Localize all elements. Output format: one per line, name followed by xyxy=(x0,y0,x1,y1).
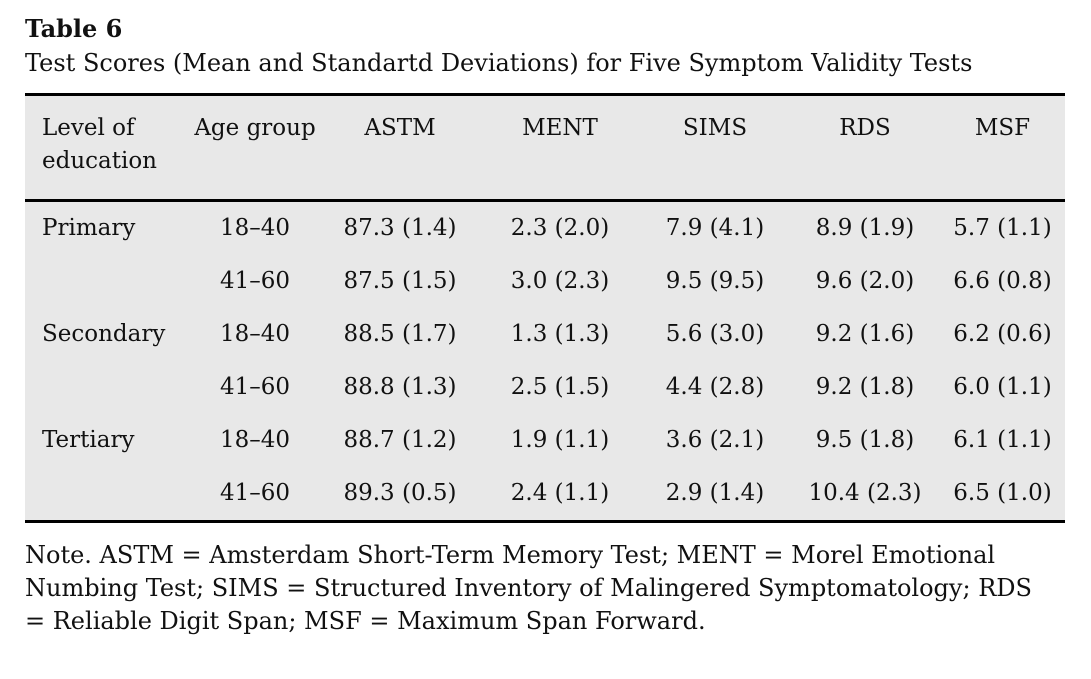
cell-age-group: 41–60 xyxy=(219,480,291,507)
cell-msf: 6.1 (1.1) xyxy=(953,427,1052,454)
table-body: Primary 18–40 87.3 (1.4) 2.3 (2.0) 7.9 (… xyxy=(25,200,1065,521)
cell-sims: 5.6 (3.0) xyxy=(665,321,765,348)
column-header-ment: MENT xyxy=(522,115,598,141)
cell-education: Secondary xyxy=(42,321,166,348)
cell-astm: 89.3 (0.5) xyxy=(343,480,457,507)
cell-rds: 9.2 (1.6) xyxy=(815,321,915,348)
table-row: 41–60 87.5 (1.5) 3.0 (2.3) 9.5 (9.5) 9.6… xyxy=(25,255,1065,308)
table-row: 41–60 89.3 (0.5) 2.4 (1.1) 2.9 (1.4) 10.… xyxy=(25,467,1065,522)
cell-education: Tertiary xyxy=(42,427,135,454)
cell-ment: 3.0 (2.3) xyxy=(510,268,610,295)
table-row: Tertiary 18–40 88.7 (1.2) 1.9 (1.1) 3.6 … xyxy=(25,414,1065,467)
table-header: Level of education Age group ASTM MENT S… xyxy=(25,95,1065,201)
cell-astm: 87.3 (1.4) xyxy=(343,215,457,242)
cell-age-group: 41–60 xyxy=(219,268,291,295)
cell-ment: 2.4 (1.1) xyxy=(510,480,610,507)
column-header-sims: SIMS xyxy=(682,115,748,141)
cell-sims: 2.9 (1.4) xyxy=(665,480,765,507)
cell-astm: 88.5 (1.7) xyxy=(343,321,457,348)
cell-astm: 88.7 (1.2) xyxy=(343,427,457,454)
cell-ment: 1.3 (1.3) xyxy=(510,321,610,348)
cell-sims: 7.9 (4.1) xyxy=(665,215,765,242)
cell-age-group: 41–60 xyxy=(219,374,291,401)
table-row: Secondary 18–40 88.5 (1.7) 1.3 (1.3) 5.6… xyxy=(25,308,1065,361)
cell-astm: 87.5 (1.5) xyxy=(343,268,457,295)
cell-msf: 6.2 (0.6) xyxy=(953,321,1052,348)
cell-education xyxy=(25,361,190,414)
cell-age-group: 18–40 xyxy=(219,427,291,454)
column-header-astm: ASTM xyxy=(364,115,436,141)
cell-msf: 6.5 (1.0) xyxy=(953,480,1052,507)
header-row: Level of education Age group ASTM MENT S… xyxy=(25,95,1065,201)
cell-age-group: 18–40 xyxy=(219,215,291,242)
cell-education xyxy=(25,255,190,308)
cell-msf: 6.6 (0.8) xyxy=(953,268,1052,295)
cell-sims: 9.5 (9.5) xyxy=(665,268,765,295)
cell-education xyxy=(25,467,190,522)
column-header-msf: MSF xyxy=(974,115,1031,141)
table-note: Note. ASTM = Amsterdam Short-Term Memory… xyxy=(25,540,1032,635)
cell-ment: 1.9 (1.1) xyxy=(510,427,610,454)
cell-astm: 88.8 (1.3) xyxy=(343,374,457,401)
symptom-validity-table: Level of education Age group ASTM MENT S… xyxy=(25,93,1065,523)
cell-rds: 8.9 (1.9) xyxy=(815,215,915,242)
cell-education: Primary xyxy=(42,215,136,242)
cell-sims: 3.6 (2.1) xyxy=(665,427,765,454)
table-row: 41–60 88.8 (1.3) 2.5 (1.5) 4.4 (2.8) 9.2… xyxy=(25,361,1065,414)
cell-ment: 2.3 (2.0) xyxy=(510,215,610,242)
cell-rds: 9.6 (2.0) xyxy=(815,268,915,295)
cell-ment: 2.5 (1.5) xyxy=(510,374,610,401)
cell-rds: 9.2 (1.8) xyxy=(815,374,915,401)
table-label: Table 6 xyxy=(25,14,123,43)
cell-msf: 5.7 (1.1) xyxy=(953,215,1052,242)
cell-msf: 6.0 (1.1) xyxy=(953,374,1052,401)
cell-rds: 10.4 (2.3) xyxy=(808,480,922,507)
column-header-rds: RDS xyxy=(839,115,891,141)
column-header-age-group: Age group xyxy=(194,115,316,141)
cell-rds: 9.5 (1.8) xyxy=(815,427,915,454)
cell-sims: 4.4 (2.8) xyxy=(665,374,765,401)
table-title: Test Scores (Mean and Standartd Deviatio… xyxy=(25,49,973,77)
column-header-education: Level of education xyxy=(42,115,157,175)
table-row: Primary 18–40 87.3 (1.4) 2.3 (2.0) 7.9 (… xyxy=(25,200,1065,255)
cell-age-group: 18–40 xyxy=(219,321,291,348)
